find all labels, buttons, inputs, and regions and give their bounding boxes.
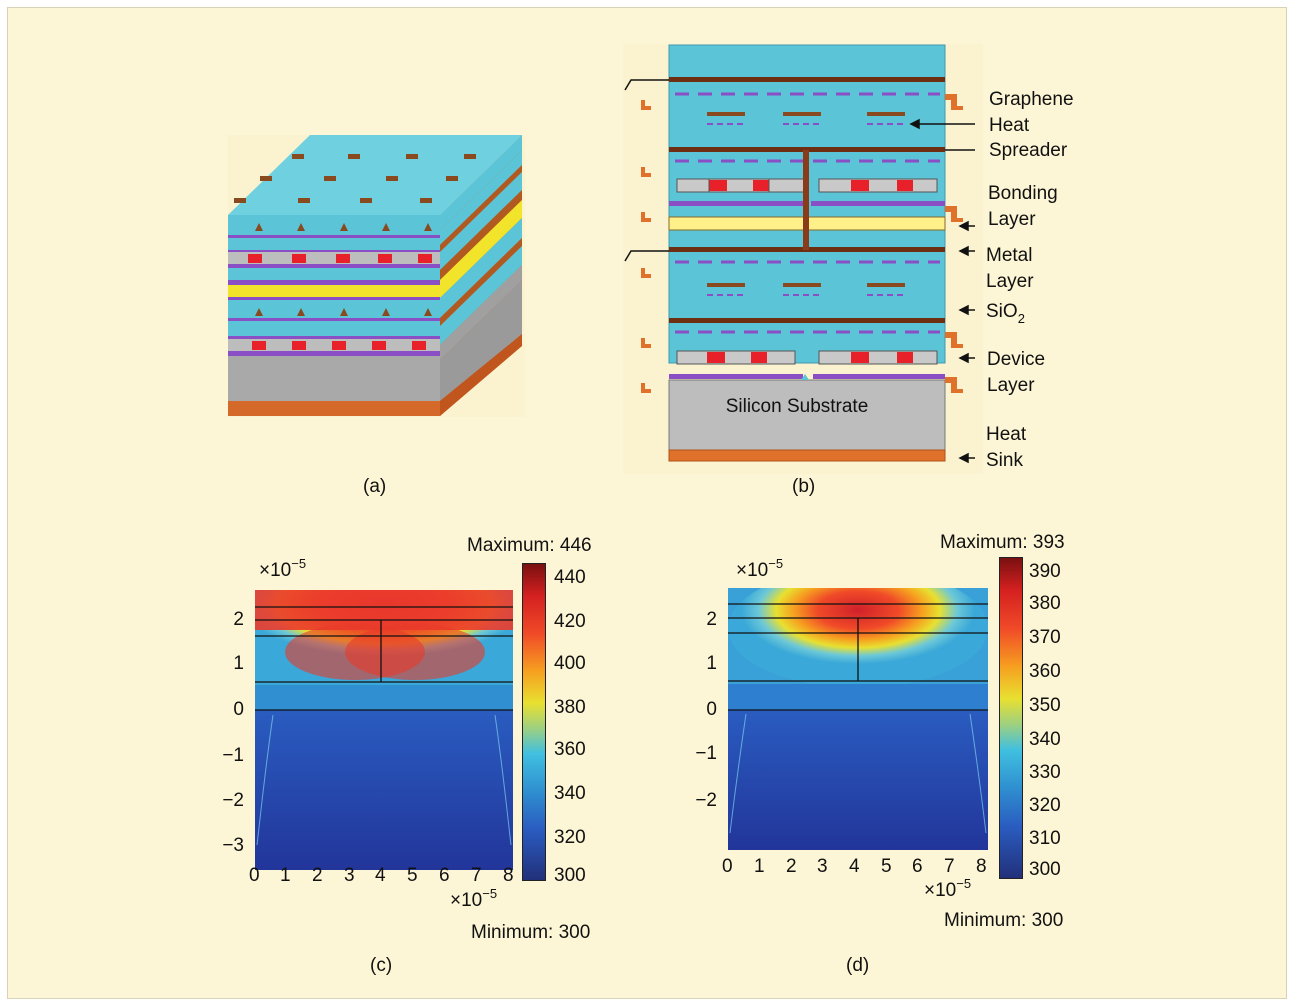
d-x-tick: 0 [722,856,733,877]
d-y-multiplier: ×10−5 [736,556,784,581]
d-y-tick: 2 [706,609,717,630]
c-colorbar [522,563,546,881]
d-minimum-label: Minimum: 300 [944,910,1064,931]
annotation-arrows [909,118,975,464]
c-x-tick: 7 [471,865,482,886]
d-y-tick: −2 [695,790,717,811]
silicon-substrate [668,379,946,451]
c-x-tick: 2 [312,865,323,886]
d-colorbar-tick: 390 [1029,561,1061,582]
layer-lines [255,606,513,711]
label-graphene-heat-spreader: Graphene Heat Spreader [989,89,1074,161]
c-x-multiplier: ×10−5 [450,886,498,911]
d-colorbar-tick: 310 [1029,828,1061,849]
stack-devices [248,254,432,350]
label-heat-sink: Heat Sink [986,424,1027,471]
caption-b: (b) [792,476,816,497]
c-x-tick: 6 [439,865,450,886]
d-x-tick: 1 [754,856,765,877]
caption-d: (d) [846,955,870,976]
c-y-tick: 1 [233,653,244,674]
d-colorbar-tick: 300 [1029,859,1061,880]
heat-sink [668,449,946,462]
d-colorbar-tick: 380 [1029,593,1061,614]
d-x-tick: 4 [849,856,860,877]
label-sio2: SiO2 [986,301,1025,326]
c-colorbar-tick: 360 [554,739,586,760]
tsv [803,150,809,250]
panel-a-3d-stack [228,135,525,417]
left-terminals [641,94,669,393]
d-x-multiplier: ×10−5 [924,876,972,901]
stack-front-layers [228,215,440,416]
c-colorbar-tick: 420 [554,611,586,632]
label-metal-layer: Metal Layer [986,245,1034,292]
c-y-multiplier: ×10−5 [259,556,307,581]
c-colorbar-tick: 380 [554,697,586,718]
c-colorbar-tick: 340 [554,783,586,804]
c-x-tick: 1 [280,865,291,886]
label-bonding-layer: Bonding Layer [988,183,1058,230]
d-x-tick: 3 [817,856,828,877]
right-terminals [945,94,963,393]
layer-lines [728,603,988,711]
panel-c-thermal-map [255,590,513,870]
d-x-tick: 2 [786,856,797,877]
caption-a: (a) [363,476,387,497]
c-colorbar-tick: 300 [554,865,586,886]
c-x-tick: 8 [503,865,514,886]
d-colorbar [999,557,1023,879]
c-y-tick: 0 [233,699,244,720]
c-x-tick: 3 [344,865,355,886]
d-colorbar-tick: 340 [1029,729,1061,750]
c-colorbar-tick: 400 [554,653,586,674]
c-x-tick: 5 [407,865,418,886]
d-maximum-label: Maximum: 393 [940,532,1065,553]
panel-d-thermal-map [728,588,988,850]
c-y-tick: 2 [233,609,244,630]
d-colorbar-tick: 360 [1029,661,1061,682]
d-y-tick: 1 [706,653,717,674]
c-colorbar-tick: 320 [554,827,586,848]
c-y-tick: −1 [222,745,244,766]
panel-b-cross-section: Silicon Substrate [623,44,983,474]
stack-vias [255,223,432,316]
d-colorbar-tick: 320 [1029,795,1061,816]
stack-side-layers [440,135,522,416]
c-y-tick: −3 [222,835,244,856]
device-layers [676,178,938,365]
d-x-tick: 7 [944,856,955,877]
substrate-label: Silicon Substrate [726,396,869,417]
stack-top-pads [234,154,476,203]
metal-wires [707,112,905,287]
d-y-tick: 0 [706,699,717,720]
d-y-tick: −1 [695,743,717,764]
c-x-tick: 0 [249,865,260,886]
d-colorbar-tick: 330 [1029,762,1061,783]
c-y-tick: −2 [222,790,244,811]
c-minimum-label: Minimum: 300 [471,922,591,943]
label-device-layer: Device Layer [987,349,1046,396]
d-colorbar-tick: 350 [1029,695,1061,716]
d-x-tick: 8 [976,856,987,877]
c-colorbar-tick: 440 [554,567,586,588]
c-x-tick: 4 [375,865,386,886]
d-x-tick: 6 [912,856,923,877]
c-maximum-label: Maximum: 446 [467,535,592,556]
d-x-tick: 5 [881,856,892,877]
d-colorbar-tick: 370 [1029,627,1061,648]
caption-c: (c) [370,955,393,976]
